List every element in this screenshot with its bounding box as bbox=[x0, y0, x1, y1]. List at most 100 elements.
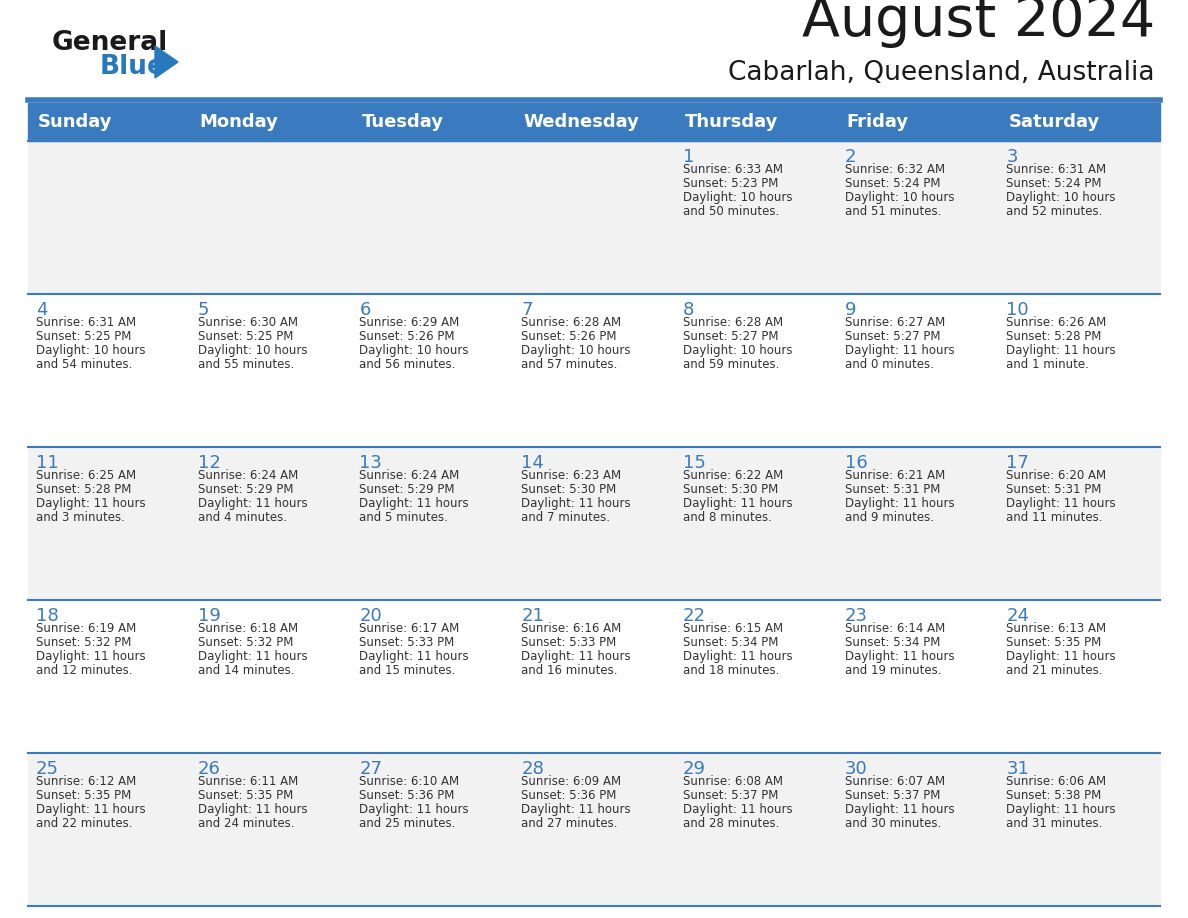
Bar bbox=[29, 447, 1159, 600]
Text: Sunrise: 6:08 AM: Sunrise: 6:08 AM bbox=[683, 775, 783, 788]
Text: Sunset: 5:25 PM: Sunset: 5:25 PM bbox=[197, 330, 293, 343]
Text: Sunset: 5:35 PM: Sunset: 5:35 PM bbox=[1006, 636, 1101, 649]
Text: 3: 3 bbox=[1006, 148, 1018, 166]
Text: and 52 minutes.: and 52 minutes. bbox=[1006, 205, 1102, 218]
Text: Sunset: 5:38 PM: Sunset: 5:38 PM bbox=[1006, 789, 1101, 802]
Text: Daylight: 10 hours: Daylight: 10 hours bbox=[845, 191, 954, 204]
Text: and 3 minutes.: and 3 minutes. bbox=[36, 511, 125, 524]
Text: Sunset: 5:27 PM: Sunset: 5:27 PM bbox=[845, 330, 940, 343]
Text: Sunset: 5:35 PM: Sunset: 5:35 PM bbox=[36, 789, 131, 802]
Text: Sunrise: 6:11 AM: Sunrise: 6:11 AM bbox=[197, 775, 298, 788]
Text: Saturday: Saturday bbox=[1009, 113, 1100, 131]
Text: August 2024: August 2024 bbox=[802, 0, 1155, 48]
Text: Sunset: 5:26 PM: Sunset: 5:26 PM bbox=[522, 330, 617, 343]
Text: Sunset: 5:29 PM: Sunset: 5:29 PM bbox=[360, 483, 455, 496]
Text: 18: 18 bbox=[36, 607, 58, 625]
Text: Sunset: 5:37 PM: Sunset: 5:37 PM bbox=[845, 789, 940, 802]
Text: 14: 14 bbox=[522, 454, 544, 472]
Text: 4: 4 bbox=[36, 301, 48, 319]
Text: 10: 10 bbox=[1006, 301, 1029, 319]
Bar bbox=[29, 141, 1159, 294]
Text: Daylight: 11 hours: Daylight: 11 hours bbox=[36, 803, 146, 816]
Text: 1: 1 bbox=[683, 148, 694, 166]
Text: Sunrise: 6:31 AM: Sunrise: 6:31 AM bbox=[36, 316, 137, 329]
Text: Sunrise: 6:26 AM: Sunrise: 6:26 AM bbox=[1006, 316, 1106, 329]
Text: Thursday: Thursday bbox=[684, 113, 778, 131]
Text: and 21 minutes.: and 21 minutes. bbox=[1006, 664, 1102, 677]
Text: General: General bbox=[52, 30, 169, 56]
Text: Sunset: 5:36 PM: Sunset: 5:36 PM bbox=[522, 789, 617, 802]
Text: Sunset: 5:33 PM: Sunset: 5:33 PM bbox=[360, 636, 455, 649]
Polygon shape bbox=[154, 46, 178, 78]
Text: Daylight: 11 hours: Daylight: 11 hours bbox=[683, 803, 792, 816]
Text: and 22 minutes.: and 22 minutes. bbox=[36, 817, 133, 830]
Text: Monday: Monday bbox=[200, 113, 279, 131]
Text: Daylight: 10 hours: Daylight: 10 hours bbox=[360, 344, 469, 357]
Text: Sunrise: 6:20 AM: Sunrise: 6:20 AM bbox=[1006, 469, 1106, 482]
Text: 25: 25 bbox=[36, 760, 59, 778]
Text: Tuesday: Tuesday bbox=[361, 113, 443, 131]
Text: Sunrise: 6:07 AM: Sunrise: 6:07 AM bbox=[845, 775, 944, 788]
Text: Sunrise: 6:27 AM: Sunrise: 6:27 AM bbox=[845, 316, 944, 329]
Text: Sunrise: 6:22 AM: Sunrise: 6:22 AM bbox=[683, 469, 783, 482]
Text: and 28 minutes.: and 28 minutes. bbox=[683, 817, 779, 830]
Text: Sunrise: 6:24 AM: Sunrise: 6:24 AM bbox=[360, 469, 460, 482]
Text: Sunrise: 6:28 AM: Sunrise: 6:28 AM bbox=[683, 316, 783, 329]
Text: Sunrise: 6:12 AM: Sunrise: 6:12 AM bbox=[36, 775, 137, 788]
Text: and 11 minutes.: and 11 minutes. bbox=[1006, 511, 1102, 524]
Text: Sunrise: 6:25 AM: Sunrise: 6:25 AM bbox=[36, 469, 137, 482]
Text: and 9 minutes.: and 9 minutes. bbox=[845, 511, 934, 524]
Text: 17: 17 bbox=[1006, 454, 1029, 472]
Text: Daylight: 11 hours: Daylight: 11 hours bbox=[845, 344, 954, 357]
Text: Sunrise: 6:09 AM: Sunrise: 6:09 AM bbox=[522, 775, 621, 788]
Text: 12: 12 bbox=[197, 454, 221, 472]
Text: Sunrise: 6:14 AM: Sunrise: 6:14 AM bbox=[845, 622, 944, 635]
Text: Daylight: 11 hours: Daylight: 11 hours bbox=[845, 497, 954, 510]
Text: 26: 26 bbox=[197, 760, 221, 778]
Text: Sunset: 5:34 PM: Sunset: 5:34 PM bbox=[845, 636, 940, 649]
Text: Wednesday: Wednesday bbox=[523, 113, 639, 131]
Text: Daylight: 11 hours: Daylight: 11 hours bbox=[197, 497, 308, 510]
Text: Daylight: 11 hours: Daylight: 11 hours bbox=[36, 497, 146, 510]
Text: Sunset: 5:32 PM: Sunset: 5:32 PM bbox=[197, 636, 293, 649]
Text: 19: 19 bbox=[197, 607, 221, 625]
Text: and 1 minute.: and 1 minute. bbox=[1006, 358, 1089, 371]
Text: 11: 11 bbox=[36, 454, 58, 472]
Text: 28: 28 bbox=[522, 760, 544, 778]
Text: Daylight: 11 hours: Daylight: 11 hours bbox=[36, 650, 146, 663]
Text: Daylight: 10 hours: Daylight: 10 hours bbox=[683, 344, 792, 357]
Text: Daylight: 11 hours: Daylight: 11 hours bbox=[683, 650, 792, 663]
Text: Blue: Blue bbox=[100, 54, 166, 80]
Text: Sunset: 5:34 PM: Sunset: 5:34 PM bbox=[683, 636, 778, 649]
Text: Sunset: 5:36 PM: Sunset: 5:36 PM bbox=[360, 789, 455, 802]
Text: and 24 minutes.: and 24 minutes. bbox=[197, 817, 295, 830]
Text: and 8 minutes.: and 8 minutes. bbox=[683, 511, 772, 524]
Text: Daylight: 10 hours: Daylight: 10 hours bbox=[197, 344, 308, 357]
Text: Daylight: 11 hours: Daylight: 11 hours bbox=[1006, 497, 1116, 510]
Text: 8: 8 bbox=[683, 301, 694, 319]
Text: and 57 minutes.: and 57 minutes. bbox=[522, 358, 618, 371]
Text: Daylight: 11 hours: Daylight: 11 hours bbox=[845, 803, 954, 816]
Text: and 4 minutes.: and 4 minutes. bbox=[197, 511, 286, 524]
Text: Daylight: 10 hours: Daylight: 10 hours bbox=[36, 344, 145, 357]
Text: and 50 minutes.: and 50 minutes. bbox=[683, 205, 779, 218]
Text: Daylight: 11 hours: Daylight: 11 hours bbox=[197, 650, 308, 663]
Text: Sunrise: 6:18 AM: Sunrise: 6:18 AM bbox=[197, 622, 298, 635]
Text: Daylight: 11 hours: Daylight: 11 hours bbox=[360, 803, 469, 816]
Text: and 31 minutes.: and 31 minutes. bbox=[1006, 817, 1102, 830]
Text: Sunset: 5:35 PM: Sunset: 5:35 PM bbox=[197, 789, 293, 802]
Text: Sunset: 5:26 PM: Sunset: 5:26 PM bbox=[360, 330, 455, 343]
Text: Daylight: 11 hours: Daylight: 11 hours bbox=[360, 497, 469, 510]
Text: Sunset: 5:33 PM: Sunset: 5:33 PM bbox=[522, 636, 617, 649]
Text: Daylight: 11 hours: Daylight: 11 hours bbox=[360, 650, 469, 663]
Text: 29: 29 bbox=[683, 760, 706, 778]
Text: Sunrise: 6:06 AM: Sunrise: 6:06 AM bbox=[1006, 775, 1106, 788]
Text: and 54 minutes.: and 54 minutes. bbox=[36, 358, 132, 371]
Text: Daylight: 11 hours: Daylight: 11 hours bbox=[1006, 803, 1116, 816]
Text: Daylight: 11 hours: Daylight: 11 hours bbox=[522, 497, 631, 510]
Text: 20: 20 bbox=[360, 607, 383, 625]
Text: and 19 minutes.: and 19 minutes. bbox=[845, 664, 941, 677]
Text: and 55 minutes.: and 55 minutes. bbox=[197, 358, 293, 371]
Text: Sunrise: 6:30 AM: Sunrise: 6:30 AM bbox=[197, 316, 298, 329]
Text: Daylight: 11 hours: Daylight: 11 hours bbox=[683, 497, 792, 510]
